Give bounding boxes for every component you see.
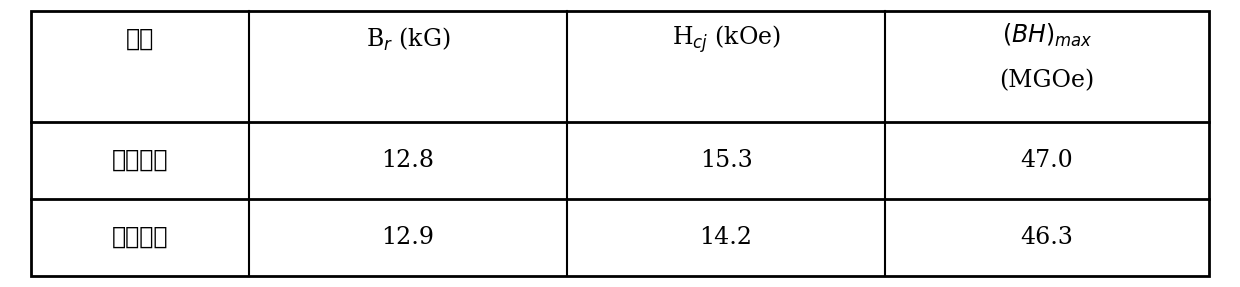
Text: 12.9: 12.9 <box>382 226 434 249</box>
Text: 15.3: 15.3 <box>699 149 753 172</box>
Text: 46.3: 46.3 <box>1021 226 1074 249</box>
Text: 47.0: 47.0 <box>1021 149 1074 172</box>
Text: 样品: 样品 <box>125 28 154 51</box>
Text: 14.2: 14.2 <box>699 226 753 249</box>
Text: (MGOe): (MGOe) <box>999 69 1095 92</box>
Text: $(BH)_{max}$: $(BH)_{max}$ <box>1002 22 1092 49</box>
Text: 增压扩散: 增压扩散 <box>112 149 169 172</box>
Text: 12.8: 12.8 <box>382 149 434 172</box>
Text: H$_{cj}$ (kOe): H$_{cj}$ (kOe) <box>672 23 780 55</box>
Text: B$_r$ (kG): B$_r$ (kG) <box>366 26 450 53</box>
Text: 真空扩散: 真空扩散 <box>112 226 169 249</box>
